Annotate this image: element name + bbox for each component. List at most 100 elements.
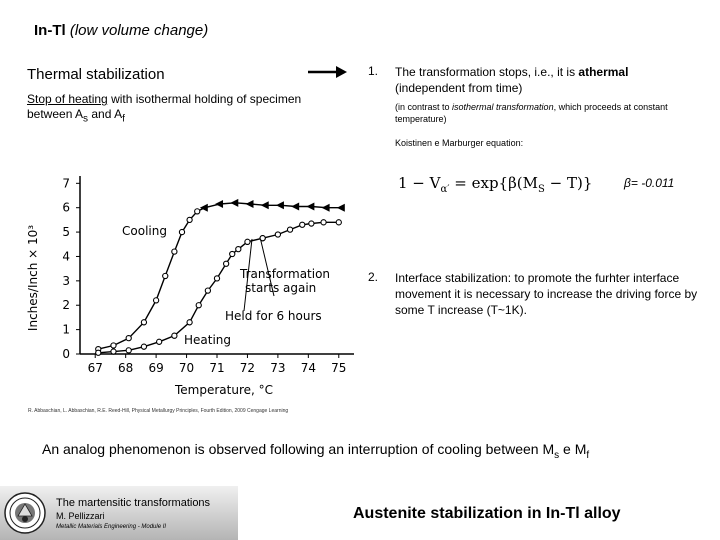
footer-title: The martensitic transformations <box>56 497 211 509</box>
item-1-note-b: , which proceeds at constant temperature… <box>395 102 668 124</box>
data-point <box>335 219 342 226</box>
x-tick-label: 69 <box>148 361 163 375</box>
data-point <box>320 219 327 226</box>
leader-transformation <box>259 236 275 297</box>
koistinen-label: Koistinen e Marburger equation: <box>395 138 524 148</box>
footer-author: M. Pellizzari <box>56 511 105 521</box>
data-point <box>162 272 169 280</box>
annotation-cooling: Cooling <box>122 224 167 238</box>
data-point <box>152 297 160 304</box>
x-tick-label: 74 <box>301 361 316 375</box>
stop-sub-s: s <box>83 113 89 125</box>
item-2-number: 2. <box>368 270 379 284</box>
equation-rhs-sub: S <box>538 184 545 195</box>
stop-of-heating-text: Stop of heating with isothermal holding … <box>27 92 327 126</box>
data-point <box>140 319 148 326</box>
reference-citation: R. Abbaschian, L. Abbaschian, R.E. Reed-… <box>28 408 289 414</box>
data-point <box>194 208 201 215</box>
y-tick-label: 6 <box>62 201 70 215</box>
data-point <box>186 216 193 224</box>
annotation-held: Held for 6 hours <box>225 309 322 323</box>
y-tick-label: 5 <box>62 225 70 239</box>
footer-main-title: Austenite stabilization in In-Tl alloy <box>353 505 621 522</box>
university-seal-icon <box>4 492 46 534</box>
analog-text-b: e M <box>559 441 587 457</box>
series-line-1 <box>98 237 263 354</box>
annotation-heating: Heating <box>184 333 231 347</box>
data-point <box>260 201 269 210</box>
y-tick-label: 4 <box>62 249 70 263</box>
data-point <box>195 302 202 309</box>
data-point <box>299 221 306 228</box>
x-tick-label: 68 <box>118 361 133 375</box>
item-1-text: The transformation stops, i.e., it is at… <box>395 64 695 96</box>
data-point <box>110 342 117 349</box>
x-tick-label: 70 <box>179 361 194 375</box>
data-point <box>95 349 102 356</box>
data-point <box>229 250 236 258</box>
beta-value: β= -0.011 <box>624 176 675 190</box>
item-1-bold: athermal <box>578 65 629 79</box>
item-1-text-a: The transformation stops, i.e., it is <box>395 65 579 79</box>
data-point <box>306 202 315 211</box>
equation-lhs-sub: α′ <box>440 184 450 195</box>
x-tick-label: 73 <box>270 361 285 375</box>
equation-lhs: 1 − V <box>398 174 441 192</box>
x-tick-label: 75 <box>331 361 346 375</box>
analog-sub-s: s <box>554 449 560 461</box>
x-tick-label: 71 <box>209 361 224 375</box>
y-tick-label: 2 <box>62 298 70 312</box>
slide-title: In-Tl (low volume change) <box>34 22 208 39</box>
data-point <box>291 202 300 211</box>
stop-prefix: Stop of heating <box>27 92 108 106</box>
equation-rhs: = exp{β(M <box>449 174 538 192</box>
y-tick-label: 1 <box>62 323 70 337</box>
y-tick-label: 3 <box>62 274 70 288</box>
data-point <box>186 319 193 326</box>
right-arrow-icon <box>308 66 347 78</box>
data-point <box>156 338 163 345</box>
equation-rhs-end: − T)} <box>544 174 593 192</box>
data-point <box>199 203 208 212</box>
y-tick-label: 7 <box>62 176 70 190</box>
item-1-note-a: (in contrast to <box>395 102 453 112</box>
data-point <box>125 335 132 342</box>
data-point <box>244 238 251 245</box>
item-1-text-b: (independent from time) <box>395 81 523 95</box>
data-point <box>308 220 315 227</box>
data-point <box>275 201 284 210</box>
annotation-starts-again: starts again <box>245 281 316 295</box>
x-axis-label: Temperature, °C <box>174 383 273 397</box>
annotation-transformation: Transformation <box>239 267 330 281</box>
data-point <box>245 200 254 209</box>
y-tick-label: 0 <box>62 347 70 361</box>
data-point <box>235 246 242 253</box>
item-1-number: 1. <box>368 64 379 78</box>
data-point <box>286 226 294 233</box>
stop-sub-f: f <box>122 113 125 125</box>
y-axis-label: Inches/Inch × 10³ <box>26 225 40 331</box>
x-tick-label: 72 <box>240 361 255 375</box>
item-1-note: (in contrast to isothermal transformatio… <box>395 101 695 125</box>
thermal-stabilization-heading: Thermal stabilization <box>27 66 165 83</box>
data-point <box>125 347 132 354</box>
title-main: In-Tl <box>34 22 66 39</box>
data-point <box>259 235 266 242</box>
koistinen-equation: 1 − Vα′ = exp{β(MS − T)} <box>398 174 592 195</box>
title-subtitle: (low volume change) <box>69 22 209 39</box>
item-1-note-italic: isothermal transformation <box>452 102 554 112</box>
data-point <box>178 228 186 236</box>
x-tick-label: 67 <box>88 361 103 375</box>
data-point <box>110 348 117 355</box>
data-point <box>336 203 345 212</box>
data-point <box>213 275 221 282</box>
leader-held <box>243 238 253 312</box>
item-2-text: Interface stabilization: to promote the … <box>395 271 698 317</box>
data-point <box>222 260 230 267</box>
data-point <box>204 287 212 294</box>
analog-sub-f: f <box>586 449 590 461</box>
stop-mid: with isothermal holding of specimen betw… <box>27 92 302 121</box>
data-point <box>230 198 239 207</box>
analog-text-a: An analog phenomenon is observed followi… <box>42 441 555 457</box>
